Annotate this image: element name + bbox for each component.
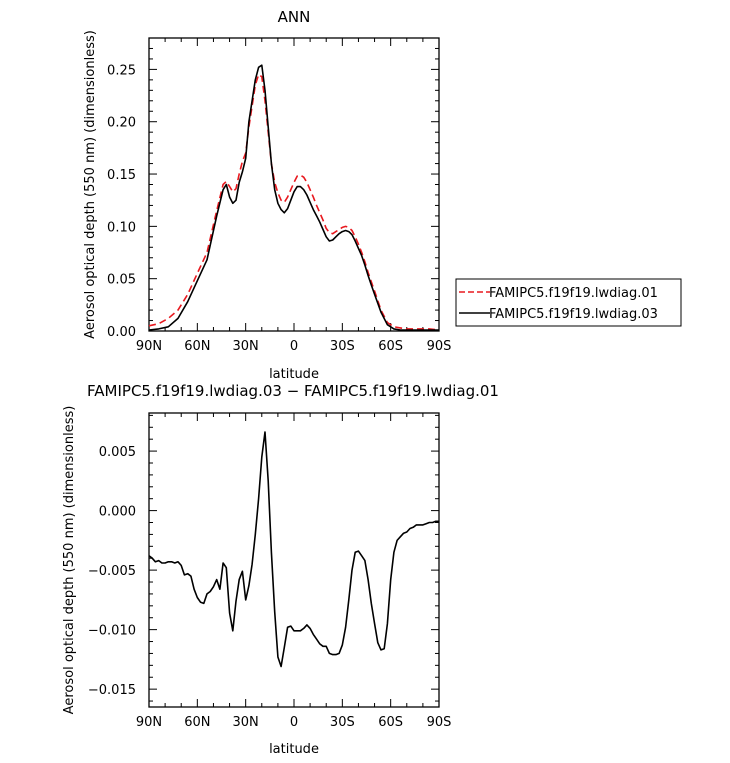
x-axis-title: latitude <box>269 367 319 382</box>
top-chart-panel: 90N 60N 30N 0 30S 60S 90S 0.00 0.05 0.10 0.15 0.20 0… <box>83 8 451 382</box>
y-axis-title: Aerosol optical depth (550 nm) (dimensio… <box>83 30 98 339</box>
x-axis-title: latitude <box>269 742 319 757</box>
y-tick-label: 0.20 <box>107 116 136 131</box>
y-tick-label: 0.25 <box>107 63 136 78</box>
chart-legend: FAMIPC5.f19f19.lwdiag.01 FAMIPC5.f19f19.l… <box>455 278 682 327</box>
y-tick-label: 0.05 <box>107 273 136 288</box>
chart-title: ANN <box>278 8 311 26</box>
y-tick-label: 0.15 <box>107 168 136 183</box>
legend-label: FAMIPC5.f19f19.lwdiag.03 <box>489 307 658 322</box>
x-tick-label: 90S <box>427 715 452 730</box>
y-tick-label: 0.000 <box>99 505 136 520</box>
series-line-2 <box>148 64 439 331</box>
y-tick-label: −0.005 <box>88 564 136 579</box>
x-tick-label: 90N <box>136 715 162 730</box>
x-tick-label: 60S <box>378 715 403 730</box>
y-tick-label: 0.10 <box>107 220 136 235</box>
y-tick-label: 0.00 <box>107 325 136 340</box>
series-line-1 <box>148 73 440 331</box>
difference-chart-panel: 90N 60N 30N 0 30S 60S 90S −0.015 −0.010 −0.005 0.0… <box>62 382 499 757</box>
x-tick-label: 30N <box>233 715 259 730</box>
x-tick-label: 60S <box>378 339 403 354</box>
y-tick-label: −0.010 <box>88 624 136 639</box>
y-axis-title: Aerosol optical depth (550 nm) (dimensio… <box>62 406 77 715</box>
chart-title: FAMIPC5.f19f19.lwdiag.03 − FAMIPC5.f19f1… <box>87 382 499 400</box>
legend-label: FAMIPC5.f19f19.lwdiag.01 <box>489 286 658 301</box>
plot-frame <box>148 37 440 332</box>
y-tick-label: −0.015 <box>88 683 136 698</box>
series-line-1 <box>148 431 439 668</box>
x-tick-label: 90S <box>427 339 452 354</box>
y-tick-label: 0.005 <box>99 445 136 460</box>
x-tick-label: 0 <box>290 339 298 354</box>
legend-box <box>455 278 682 327</box>
x-tick-label: 60N <box>184 715 210 730</box>
x-tick-label: 60N <box>184 339 210 354</box>
x-tick-label: 30S <box>330 339 355 354</box>
x-tick-label: 30S <box>330 715 355 730</box>
x-tick-label: 30N <box>233 339 259 354</box>
x-tick-label: 0 <box>290 715 298 730</box>
plot-frame <box>148 412 440 708</box>
x-tick-label: 90N <box>136 339 162 354</box>
